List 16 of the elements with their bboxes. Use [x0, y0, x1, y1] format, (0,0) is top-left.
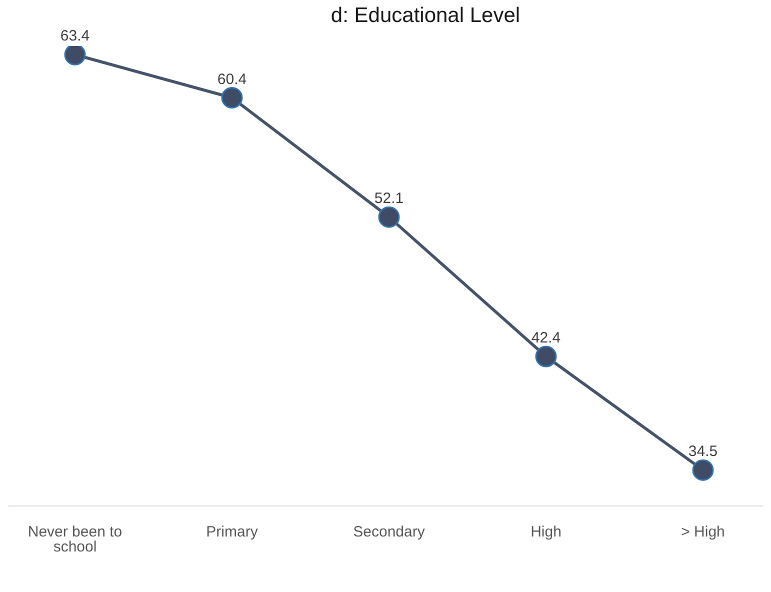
x-tick-label: Secondary: [353, 524, 426, 541]
x-tick-label: Never been to school: [28, 524, 122, 556]
point: [64, 46, 86, 66]
point: [692, 459, 714, 481]
x-tick-label: Primary: [206, 524, 258, 541]
data-label: 34.5: [688, 443, 718, 460]
x-tick-label: High: [530, 524, 562, 541]
point: [378, 206, 400, 228]
point: [535, 346, 557, 368]
data-label: 60.4: [217, 70, 247, 88]
x-tick-label: > High: [681, 524, 725, 541]
data-label: 42.4: [531, 330, 561, 346]
point: [221, 87, 243, 108]
data-label: 63.4: [60, 28, 90, 45]
chart-title: d: Educational Level: [330, 4, 522, 28]
data-label: 52.1: [374, 190, 404, 208]
